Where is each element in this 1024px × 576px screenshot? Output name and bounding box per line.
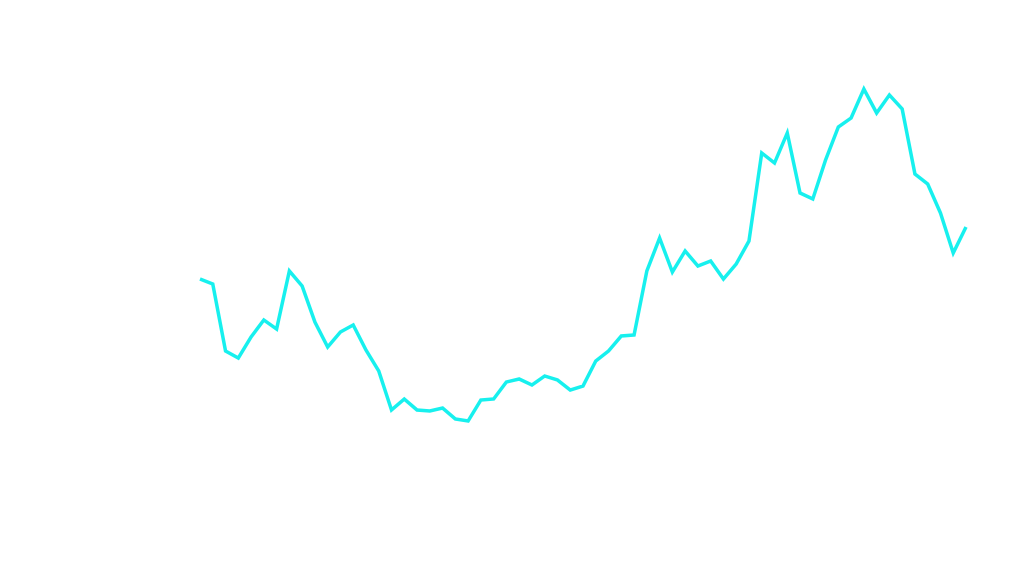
line (199, 84, 968, 423)
